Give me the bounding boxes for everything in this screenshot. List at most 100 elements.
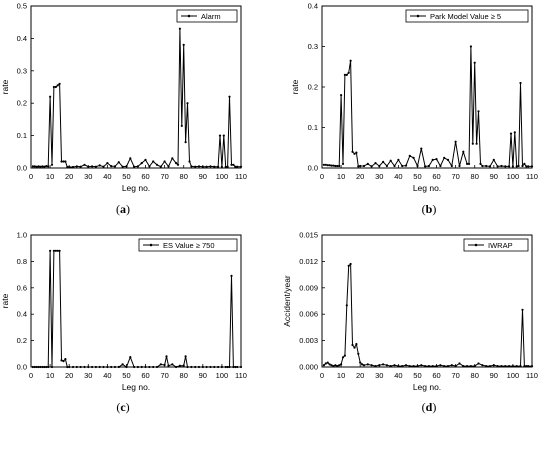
data-point <box>349 59 352 62</box>
legend-label: Alarm <box>201 12 221 21</box>
x-tick-label: 0 <box>29 172 33 181</box>
data-point <box>477 362 480 365</box>
data-point <box>462 365 465 368</box>
y-tick-label: 0.006 <box>299 310 318 319</box>
legend-marker <box>187 14 191 18</box>
data-point <box>37 365 40 369</box>
data-point <box>378 364 381 367</box>
x-tick-label: 70 <box>451 172 459 181</box>
data-point <box>332 365 335 368</box>
data-point <box>343 354 346 357</box>
data-point <box>140 162 143 165</box>
y-tick-label: 0.0 <box>308 164 318 173</box>
data-point <box>54 85 57 89</box>
series-line <box>32 250 241 368</box>
data-point <box>475 142 478 145</box>
y-tick-label: 0.009 <box>299 283 318 292</box>
data-point <box>194 165 197 168</box>
data-point <box>338 164 341 168</box>
y-tick-label: 0.015 <box>299 231 318 240</box>
x-tick-label: 0 <box>320 172 324 181</box>
data-point <box>340 363 343 366</box>
data-point <box>91 365 94 369</box>
data-point <box>488 365 492 368</box>
data-point <box>148 365 151 369</box>
data-point <box>186 365 189 369</box>
data-point <box>113 165 117 168</box>
data-point <box>218 134 222 137</box>
data-point <box>393 364 396 367</box>
panel-caption: (a) <box>116 202 130 216</box>
chart-panel-3: 0 10 20 30 40 50 60 70 80 90 100 110 0.0 0.2 0.4 0.6 0.8… <box>0 231 247 415</box>
data-point <box>228 365 231 369</box>
y-tick-label: 0.4 <box>17 34 27 43</box>
data-point <box>217 165 220 168</box>
data-point <box>163 160 166 163</box>
data-point <box>79 165 82 168</box>
data-point <box>39 365 42 369</box>
data-point <box>454 365 457 368</box>
data-point <box>209 165 212 168</box>
x-tick-label: 80 <box>180 172 188 181</box>
data-point <box>159 165 162 168</box>
data-point <box>385 164 388 168</box>
data-point <box>117 161 120 164</box>
data-point <box>519 365 522 368</box>
data-point <box>389 365 392 368</box>
data-point <box>359 164 362 168</box>
y-tick-label: 0.2 <box>308 83 318 92</box>
data-point <box>530 365 534 368</box>
data-point <box>408 365 411 368</box>
y-tick-label: 0.012 <box>299 257 318 266</box>
data-point <box>450 164 453 168</box>
data-point <box>175 162 178 165</box>
data-point <box>330 364 333 367</box>
x-tick-label: 10 <box>337 371 345 380</box>
data-point <box>33 165 36 168</box>
data-point <box>328 164 331 167</box>
y-axis-label: rate <box>0 293 10 308</box>
data-point <box>404 164 408 167</box>
data-point <box>509 132 513 135</box>
data-point <box>488 165 492 168</box>
data-point <box>98 365 101 369</box>
data-point <box>416 365 419 368</box>
data-point <box>412 365 415 368</box>
x-tick-label: 50 <box>413 371 421 380</box>
data-point <box>412 156 415 159</box>
data-point <box>66 165 69 169</box>
data-point <box>347 71 350 74</box>
data-point <box>469 365 472 368</box>
legend-label: Park Model Value ≥ 5 <box>430 12 501 21</box>
data-point <box>378 164 381 168</box>
data-point <box>330 164 333 167</box>
data-point <box>515 165 518 168</box>
data-point <box>492 364 495 367</box>
data-point <box>458 164 461 168</box>
x-tick-label: 20 <box>65 172 73 181</box>
data-point <box>338 364 341 367</box>
data-point <box>466 365 469 368</box>
data-point <box>424 365 427 368</box>
plot-frame <box>321 234 533 368</box>
data-point <box>345 73 348 76</box>
legend-box <box>405 9 529 23</box>
data-point <box>117 365 120 369</box>
data-point <box>322 163 325 166</box>
x-tick-label: 80 <box>471 172 479 181</box>
panel-caption: (c) <box>116 400 129 414</box>
data-point <box>355 343 358 346</box>
data-point <box>197 165 201 168</box>
data-point <box>431 365 434 368</box>
data-point <box>83 163 86 166</box>
data-point <box>424 165 427 168</box>
data-point <box>523 162 526 165</box>
data-point <box>205 165 208 168</box>
x-tick-label: 90 <box>199 371 207 380</box>
data-point <box>334 364 337 367</box>
data-point <box>341 162 345 165</box>
data-point <box>336 365 339 368</box>
data-point <box>347 264 350 267</box>
data-point <box>31 365 34 369</box>
x-tick-label: 110 <box>235 371 247 380</box>
